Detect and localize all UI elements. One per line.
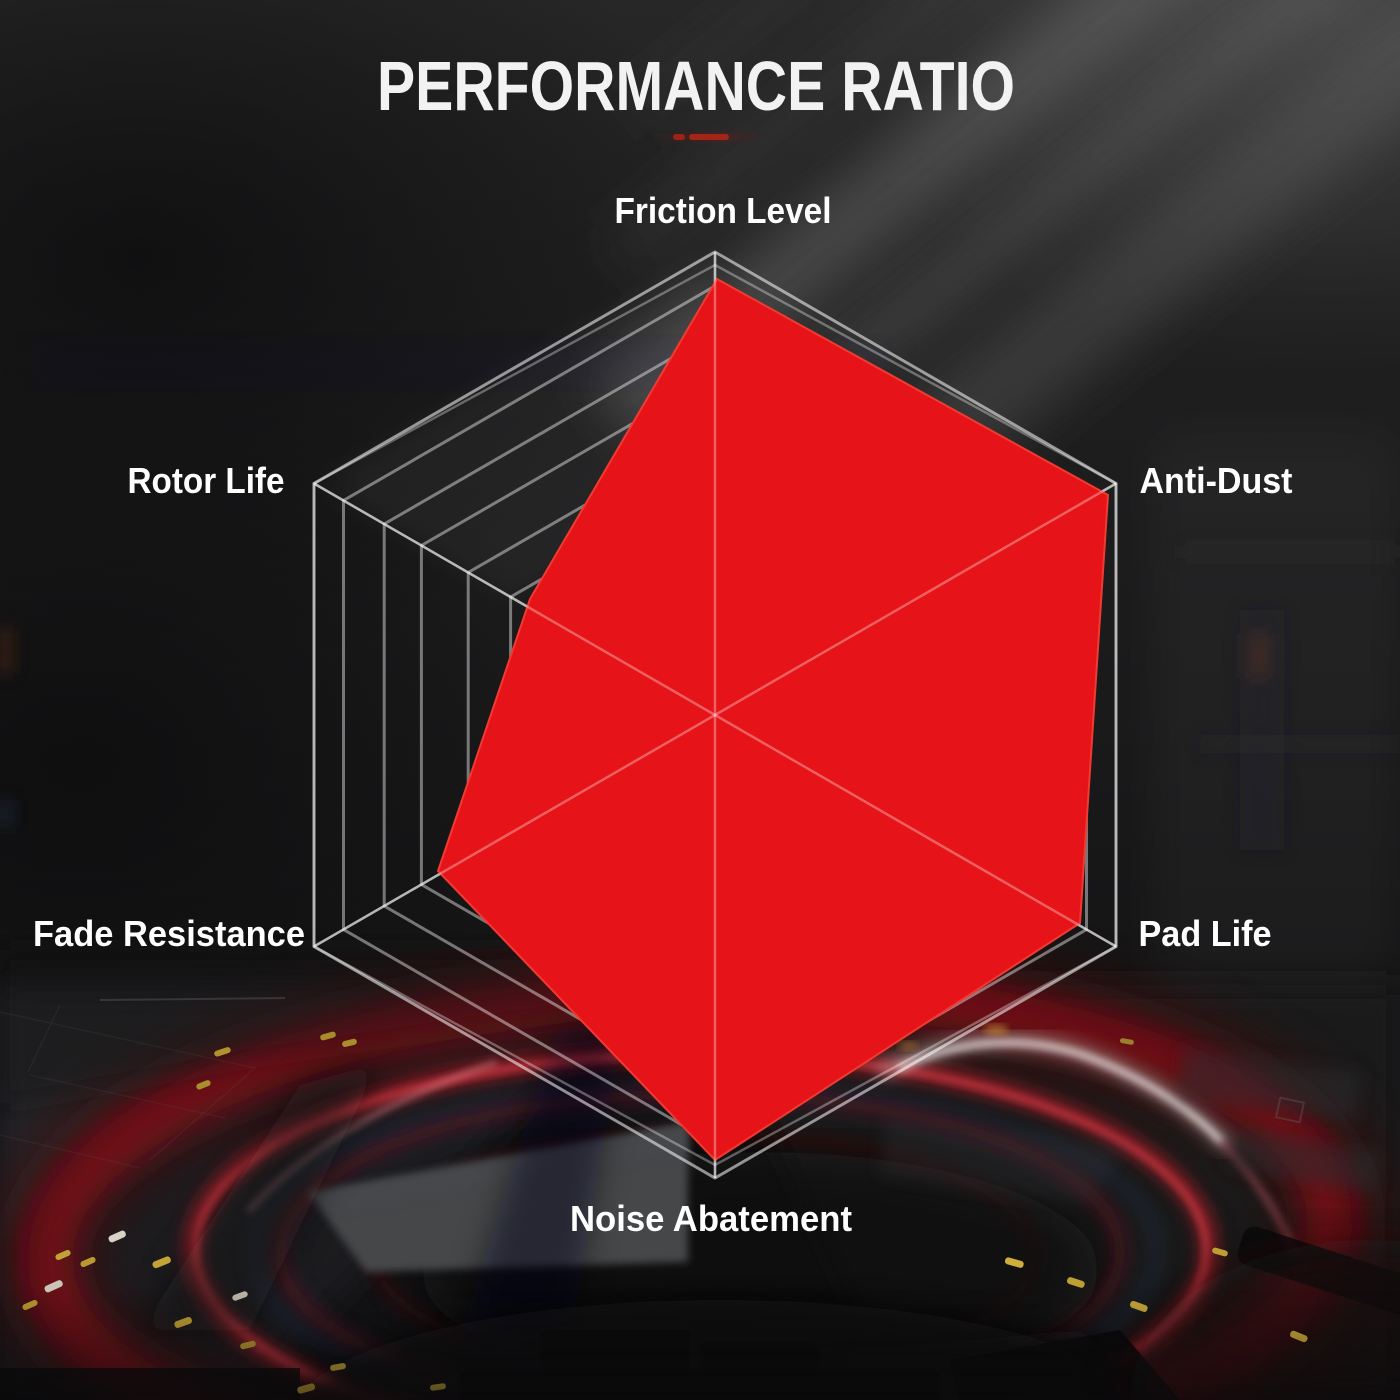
svg-text:Friction Level: Friction Level (615, 190, 832, 231)
svg-text:Fade Resistance: Fade Resistance (33, 913, 305, 954)
svg-text:Rotor Life: Rotor Life (128, 460, 285, 501)
svg-text:Pad Life: Pad Life (1139, 913, 1272, 954)
svg-text:PERFORMANCE RATIO: PERFORMANCE RATIO (377, 47, 1015, 125)
svg-text:Anti-Dust: Anti-Dust (1140, 460, 1293, 501)
svg-text:Noise Abatement: Noise Abatement (570, 1198, 852, 1239)
